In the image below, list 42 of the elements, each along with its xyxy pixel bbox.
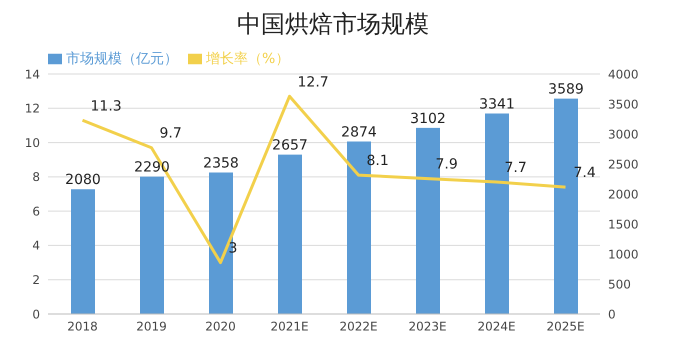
- data-label: 9.7: [160, 126, 182, 142]
- data-label: 11.3: [90, 98, 122, 114]
- data-label: 3589: [548, 82, 584, 98]
- x-tick-label: 2024E: [477, 320, 516, 334]
- bar: [140, 176, 164, 314]
- x-tick-label: 2019: [136, 320, 167, 334]
- y-tick-label: 2: [32, 272, 40, 287]
- data-label: 3: [228, 240, 238, 257]
- y2-tick-label: 3500: [608, 97, 639, 112]
- x-tick-label: 2020: [205, 320, 236, 334]
- y-tick-label: 4: [32, 238, 40, 253]
- legend-label: 市场规模（亿元）: [66, 51, 178, 67]
- data-label: 2080: [65, 172, 101, 188]
- bar: [278, 154, 302, 314]
- chart-title: 中国烘焙市场规模: [236, 9, 430, 40]
- y-tick-label: 12: [24, 102, 40, 116]
- data-label: 3102: [410, 110, 446, 127]
- y-tick-label: 10: [24, 136, 40, 150]
- data-label: 3341: [479, 96, 515, 113]
- y2-tick-label: 4000: [608, 67, 639, 82]
- y2-tick-label: 0: [608, 307, 616, 322]
- y2-tick-label: 1000: [608, 247, 639, 262]
- y-tick-label: 0: [32, 307, 40, 322]
- x-tick-label: 2018: [67, 320, 98, 334]
- legend-label: 增长率（%）: [206, 51, 290, 67]
- y2-tick-label: 1500: [608, 217, 639, 232]
- x-tick-label: 2021E: [270, 320, 309, 334]
- x-tick-label: 2022E: [339, 320, 378, 334]
- y-tick-label: 8: [32, 170, 40, 184]
- y-tick-label: 14: [24, 67, 40, 82]
- x-tick-label: 2023E: [408, 320, 447, 334]
- y2-tick-label: 500: [608, 277, 631, 292]
- data-label: 2874: [341, 124, 377, 141]
- y2-tick-label: 2000: [608, 187, 639, 202]
- y-tick-label: 6: [32, 204, 40, 218]
- y2-tick-label: 3000: [608, 127, 639, 142]
- data-label: 12.7: [298, 74, 329, 90]
- x-tick-label: 2025E: [546, 320, 585, 334]
- y2-tick-label: 2500: [608, 157, 639, 172]
- data-label: 2358: [203, 156, 239, 172]
- data-label: 2657: [272, 138, 308, 154]
- bar: [71, 189, 95, 314]
